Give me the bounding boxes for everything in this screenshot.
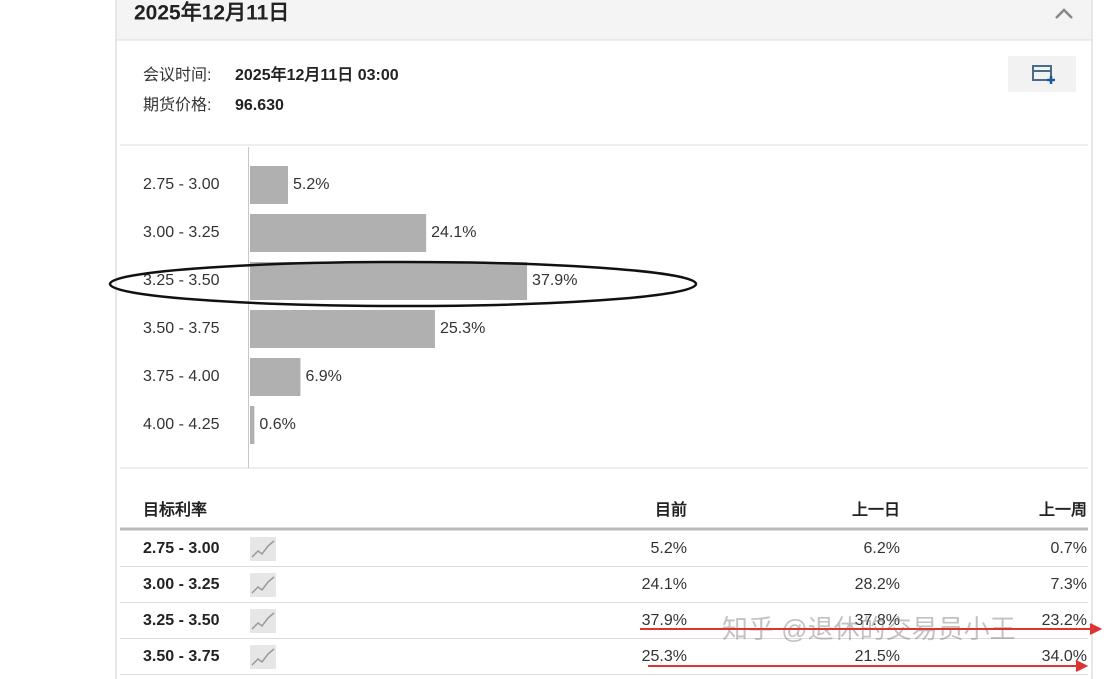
icon-line xyxy=(251,540,275,558)
sparkline-icon[interactable] xyxy=(250,573,276,597)
panel-title: 2025年12月11日 xyxy=(134,1,289,25)
cell: 24.1% xyxy=(642,576,687,593)
bar xyxy=(250,214,427,252)
sparkline-icon[interactable] xyxy=(250,537,276,561)
category-label: 3.00 - 3.25 xyxy=(143,224,220,241)
value-label: 0.6% xyxy=(259,416,295,433)
value-label: 6.9% xyxy=(305,368,341,385)
time-label: 会议时间: xyxy=(143,66,211,84)
value-label: 25.3% xyxy=(440,320,485,337)
bar xyxy=(250,166,289,204)
category-label: 3.75 - 4.00 xyxy=(143,368,220,385)
panel-header[interactable] xyxy=(117,0,1091,40)
cell: 37.9% xyxy=(642,612,687,629)
icon-line xyxy=(251,576,275,594)
cell: 37.8% xyxy=(855,612,900,629)
sparkline-icon[interactable] xyxy=(250,609,276,633)
annotation-arrows xyxy=(640,623,1103,672)
cell: 21.5% xyxy=(855,648,900,665)
cell: 23.2% xyxy=(1042,612,1087,629)
bar xyxy=(250,310,435,348)
column-header: 目前 xyxy=(655,500,687,519)
category-label: 4.00 - 4.25 xyxy=(143,416,220,433)
value-label: 5.2% xyxy=(293,176,329,193)
column-header: 上一周 xyxy=(1039,501,1087,519)
cell: 34.0% xyxy=(1042,648,1087,665)
cell: 0.7% xyxy=(1051,540,1087,557)
column-header: 上一日 xyxy=(852,501,900,519)
icon-bg xyxy=(250,645,276,669)
category-label: 2.75 - 3.00 xyxy=(143,176,220,193)
category-label: 3.25 - 3.50 xyxy=(143,272,220,289)
cell: 7.3% xyxy=(1051,576,1087,593)
export-button[interactable] xyxy=(1008,56,1076,92)
bar xyxy=(250,358,301,396)
icon-bg xyxy=(250,573,276,597)
column-header: 目标利率 xyxy=(143,500,207,519)
rate-cell: 2.75 - 3.00 xyxy=(143,540,220,557)
price-label: 期货价格: xyxy=(143,96,211,114)
collapse-icon[interactable] xyxy=(1055,8,1073,19)
rate-cell: 3.25 - 3.50 xyxy=(143,612,220,629)
bar xyxy=(250,406,255,444)
value-label: 24.1% xyxy=(431,224,476,241)
rate-cell: 3.00 - 3.25 xyxy=(143,576,220,593)
cell: 28.2% xyxy=(855,576,900,593)
icon-bg xyxy=(250,537,276,561)
icon-line xyxy=(251,612,275,630)
cell: 6.2% xyxy=(864,540,900,557)
category-label: 3.50 - 3.75 xyxy=(143,320,220,337)
icon-line xyxy=(251,648,275,666)
cell: 25.3% xyxy=(642,648,687,665)
value-label: 37.9% xyxy=(532,272,577,289)
bar xyxy=(250,262,528,300)
rate-cell: 3.50 - 3.75 xyxy=(143,648,220,665)
sparkline-icon[interactable] xyxy=(250,645,276,669)
cell: 5.2% xyxy=(651,540,687,557)
time-value: 2025年12月11日 03:00 xyxy=(235,65,399,84)
price-value: 96.630 xyxy=(235,97,284,114)
icon-bg xyxy=(250,609,276,633)
annotation-ellipse xyxy=(108,260,698,308)
